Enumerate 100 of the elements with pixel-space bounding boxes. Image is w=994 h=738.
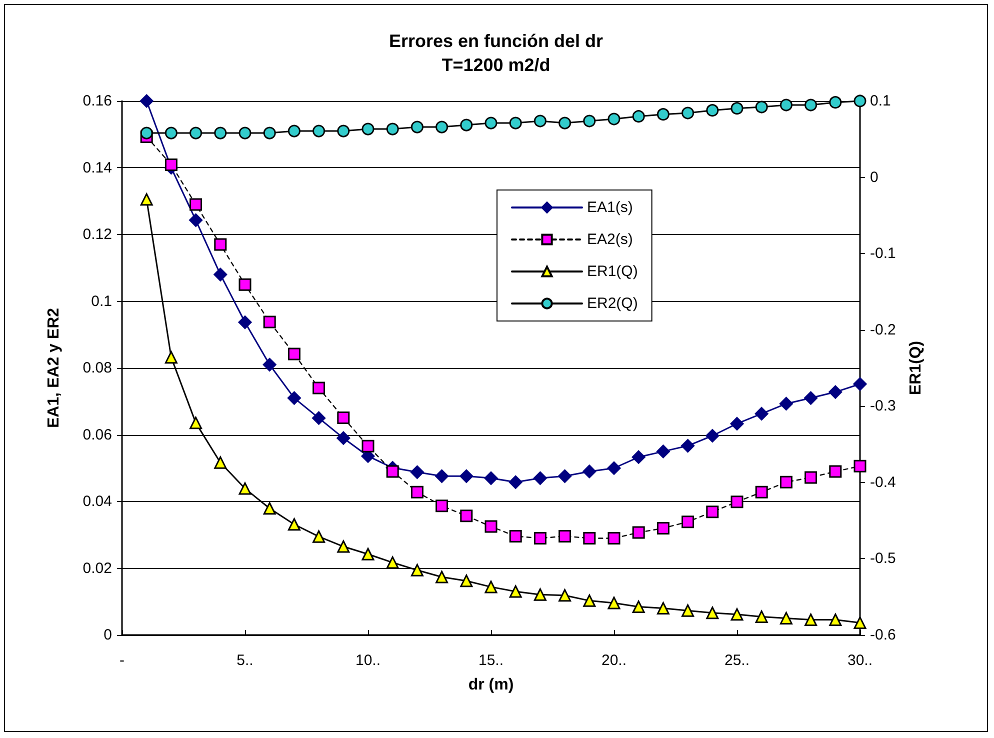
- point: [682, 106, 694, 120]
- point: [337, 540, 350, 553]
- point: [336, 431, 350, 445]
- point: [804, 98, 818, 112]
- point: [337, 124, 350, 138]
- y2-tick-label: -0.1: [870, 245, 896, 262]
- point: [754, 406, 768, 420]
- point: [534, 588, 546, 601]
- point: [288, 348, 300, 360]
- x-tick-label: 20..: [601, 652, 627, 669]
- point: [780, 98, 792, 112]
- point: [608, 112, 620, 126]
- point: [386, 465, 399, 478]
- point: [460, 469, 474, 483]
- point: [484, 116, 498, 130]
- point: [730, 496, 744, 508]
- point: [558, 116, 572, 130]
- point: [312, 411, 326, 425]
- point: [509, 585, 522, 598]
- legend-label: EA2(s): [587, 231, 633, 248]
- point: [410, 465, 424, 479]
- point: [780, 612, 792, 624]
- point: [262, 358, 276, 372]
- point: [829, 465, 842, 478]
- point: [854, 460, 866, 472]
- point: [164, 158, 178, 171]
- point: [362, 440, 374, 452]
- point: [804, 391, 818, 405]
- point: [386, 122, 399, 136]
- point: [608, 532, 620, 544]
- point: [804, 471, 818, 484]
- point: [484, 471, 498, 485]
- point: [435, 469, 449, 483]
- point: [460, 510, 473, 522]
- chart-subtitle: T=1200 m2/d: [442, 55, 550, 75]
- point: [632, 526, 645, 539]
- y-tick-label: 0: [104, 626, 112, 644]
- point: [682, 604, 694, 617]
- x-tick-label: 10..: [355, 652, 381, 669]
- point: [682, 516, 694, 528]
- point: [608, 596, 620, 610]
- point: [436, 500, 448, 512]
- point: [214, 126, 227, 140]
- point: [854, 94, 866, 108]
- point: [681, 439, 695, 453]
- point: [140, 126, 153, 140]
- point: [656, 602, 670, 615]
- point: [755, 486, 768, 498]
- point: [656, 522, 670, 534]
- point: [828, 385, 842, 399]
- x-tick-label: 15..: [478, 652, 504, 669]
- point: [214, 238, 227, 251]
- point: [533, 471, 547, 485]
- y2-tick-label: -0.3: [870, 398, 896, 415]
- x-axis-title: dr (m): [468, 676, 514, 694]
- legend-label: EA1(s): [587, 199, 633, 216]
- point: [164, 351, 178, 364]
- point: [238, 482, 252, 495]
- point: [607, 461, 621, 475]
- y-tick-label: 0.02: [82, 560, 112, 577]
- point: [829, 96, 842, 109]
- point: [238, 126, 252, 140]
- x-tick-label: 25..: [724, 652, 750, 669]
- point: [632, 600, 645, 614]
- point: [362, 548, 374, 560]
- point: [337, 411, 350, 424]
- point: [190, 126, 202, 140]
- x-tick-label: 5..: [236, 652, 254, 669]
- x-tick-label: 30..: [847, 652, 873, 669]
- point: [410, 486, 424, 498]
- point: [534, 532, 546, 544]
- point: [583, 532, 596, 544]
- point: [410, 120, 424, 134]
- point: [534, 114, 546, 128]
- point: [140, 94, 154, 108]
- point: [410, 564, 424, 576]
- point: [755, 610, 768, 623]
- point: [804, 613, 818, 626]
- point: [263, 126, 276, 140]
- y2-tick-label: 0: [870, 168, 878, 186]
- point: [730, 102, 744, 115]
- y2-tick-label: -0.2: [870, 321, 896, 338]
- point: [780, 476, 792, 488]
- y2-tick-label: 0.1: [870, 92, 891, 110]
- point: [140, 193, 153, 206]
- point: [288, 518, 300, 531]
- point: [214, 456, 227, 469]
- point: [263, 502, 276, 515]
- point: [484, 520, 498, 533]
- y-tick-label: 0.1: [91, 292, 112, 310]
- y2-tick-label: -0.6: [870, 626, 896, 644]
- point: [853, 377, 867, 391]
- point: [288, 124, 300, 138]
- point: [583, 114, 596, 128]
- point: [706, 429, 720, 442]
- legend-label: ER2(Q): [587, 295, 638, 312]
- point: [312, 382, 326, 394]
- legend-label: ER1(Q): [587, 263, 638, 280]
- point: [190, 198, 202, 211]
- point: [386, 556, 399, 569]
